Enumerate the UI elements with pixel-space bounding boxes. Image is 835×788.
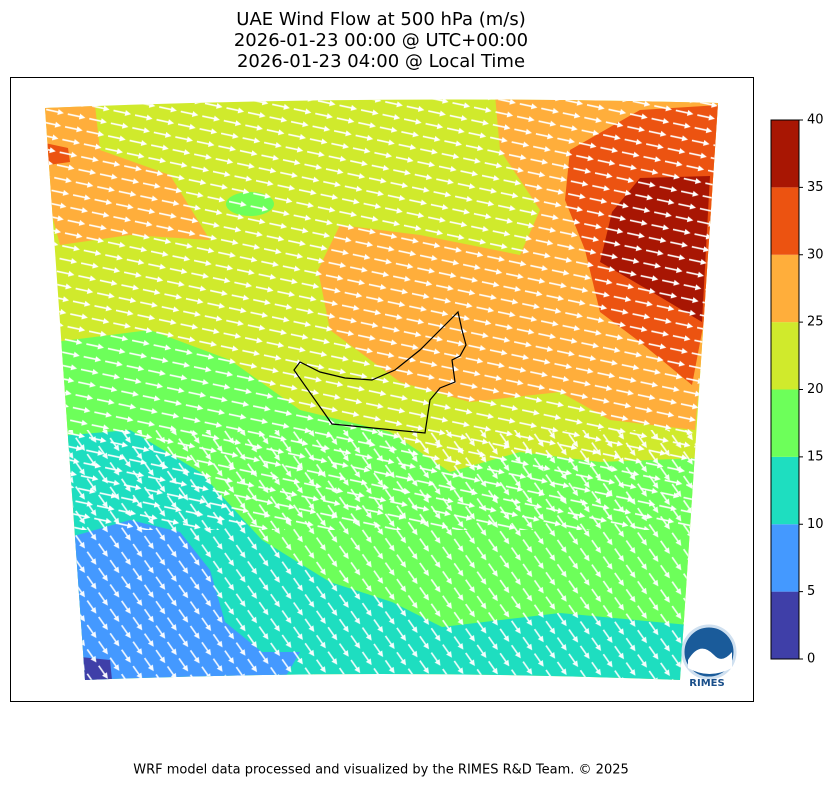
colorbar-segment bbox=[771, 524, 799, 592]
colorbar-tick-label: 10 bbox=[807, 517, 824, 532]
colorbar-segment bbox=[771, 389, 799, 457]
colorbar-tick-label: 40 bbox=[807, 113, 824, 128]
wind-arrows bbox=[45, 430, 718, 680]
colorbar-segment bbox=[771, 591, 799, 659]
footer: WRF model data processed and visualized … bbox=[133, 763, 629, 778]
colorbar-tick-label: 25 bbox=[807, 315, 824, 330]
colorbar-segment bbox=[771, 254, 799, 323]
colorbar-segment bbox=[771, 456, 799, 525]
logo-text: RIMES bbox=[689, 678, 724, 689]
title: 2026-01-23 04:00 @ Local Time bbox=[237, 51, 525, 72]
logo-wave bbox=[688, 648, 732, 674]
colorbar-tick-label: 30 bbox=[807, 247, 824, 262]
map-frame bbox=[10, 77, 754, 702]
colorbar-tick-label: 5 bbox=[807, 584, 815, 599]
colorbar-segment bbox=[771, 187, 799, 255]
title: UAE Wind Flow at 500 hPa (m/s) bbox=[236, 9, 525, 30]
colorbar-tick-label: 15 bbox=[807, 449, 824, 464]
uae-outline bbox=[293, 310, 467, 434]
colorbar-tick-label: 20 bbox=[807, 382, 824, 397]
colorbar-segment bbox=[771, 120, 799, 188]
colorbar-segment bbox=[771, 322, 799, 390]
wind-map bbox=[45, 99, 718, 680]
colorbar: 0 5 10 15 20 25 30 35 40 bbox=[770, 113, 824, 667]
colorbar-tick-label: 0 bbox=[807, 652, 815, 667]
title: 2026-01-23 00:00 @ UTC+00:00 bbox=[234, 30, 528, 51]
colorbar-tick-label: 35 bbox=[807, 180, 824, 195]
